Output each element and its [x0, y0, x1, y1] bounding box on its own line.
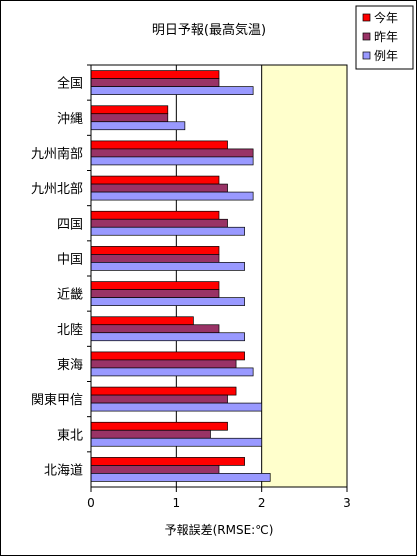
category-label: 東北 [57, 427, 83, 443]
bar-昨年-沖縄 [90, 113, 169, 123]
plot-border [90, 64, 348, 488]
x-tick-label: 0 [87, 496, 95, 510]
legend-label: 昨年 [374, 30, 398, 44]
bar-例年-北陸 [90, 332, 245, 342]
bar-例年-九州南部 [90, 156, 254, 166]
category-label: 全国 [57, 76, 83, 92]
plot-area [87, 64, 348, 488]
category-label: 近畿 [57, 288, 83, 303]
x-tick-label: 2 [258, 496, 266, 510]
bar-昨年-関東甲信 [90, 394, 228, 404]
bar-今年-全国 [90, 70, 220, 79]
bar-昨年-東北 [90, 429, 211, 439]
x-tick-label: 1 [173, 496, 181, 510]
bar-今年-中国 [90, 246, 220, 255]
legend-swatch [362, 51, 371, 60]
plot-background-right [261, 65, 347, 487]
category-label: 東海 [57, 357, 83, 373]
category-label: 関東甲信 [31, 392, 83, 408]
bar-昨年-九州南部 [90, 148, 254, 158]
bar-例年-東北 [90, 437, 263, 447]
chart-title: 明日予報(最高気温) [152, 22, 266, 38]
bar-例年-関東甲信 [90, 402, 263, 412]
bar-昨年-北海道 [90, 465, 220, 474]
category-label: 北陸 [57, 322, 83, 338]
bar-今年-沖縄 [90, 105, 169, 115]
bar-今年-近畿 [90, 281, 220, 290]
category-label: 沖縄 [57, 112, 83, 127]
bar-昨年-北陸 [90, 324, 220, 334]
bar-例年-四国 [90, 226, 245, 236]
category-label: 北海道 [44, 463, 83, 478]
bar-昨年-全国 [90, 78, 220, 87]
bar-例年-近畿 [90, 297, 245, 306]
bar-昨年-九州北部 [90, 183, 228, 193]
category-label: 九州北部 [31, 182, 83, 197]
bar-今年-九州北部 [90, 175, 220, 185]
bar-昨年-近畿 [90, 289, 220, 298]
bar-今年-北陸 [90, 316, 194, 326]
legend-swatch [362, 13, 371, 22]
bar-例年-東海 [90, 367, 254, 377]
legend-label: 今年 [374, 10, 398, 25]
bar-例年-全国 [90, 86, 254, 95]
bar-今年-関東甲信 [90, 386, 237, 396]
category-label: 九州南部 [31, 146, 83, 162]
x-tick-label: 3 [343, 496, 351, 510]
bar-今年-九州南部 [90, 140, 228, 150]
x-axis-label: 予報誤差(RMSE:℃) [165, 522, 274, 537]
bar-例年-北海道 [90, 473, 271, 482]
bar-例年-九州北部 [90, 191, 254, 201]
legend-swatch [362, 32, 371, 41]
bar-昨年-中国 [90, 254, 220, 263]
bar-昨年-東海 [90, 359, 237, 369]
bar-例年-中国 [90, 262, 245, 271]
category-label: 中国 [57, 252, 83, 267]
bar-今年-東北 [90, 421, 228, 431]
category-label: 四国 [57, 217, 83, 232]
bar-今年-四国 [90, 210, 220, 220]
bar-今年-北海道 [90, 457, 245, 466]
bar-昨年-四国 [90, 218, 228, 228]
bar-例年-沖縄 [90, 121, 186, 131]
x-axis-ticks: 0 1 2 3 [87, 487, 351, 510]
legend-label: 例年 [374, 49, 398, 63]
bar-今年-東海 [90, 351, 245, 361]
